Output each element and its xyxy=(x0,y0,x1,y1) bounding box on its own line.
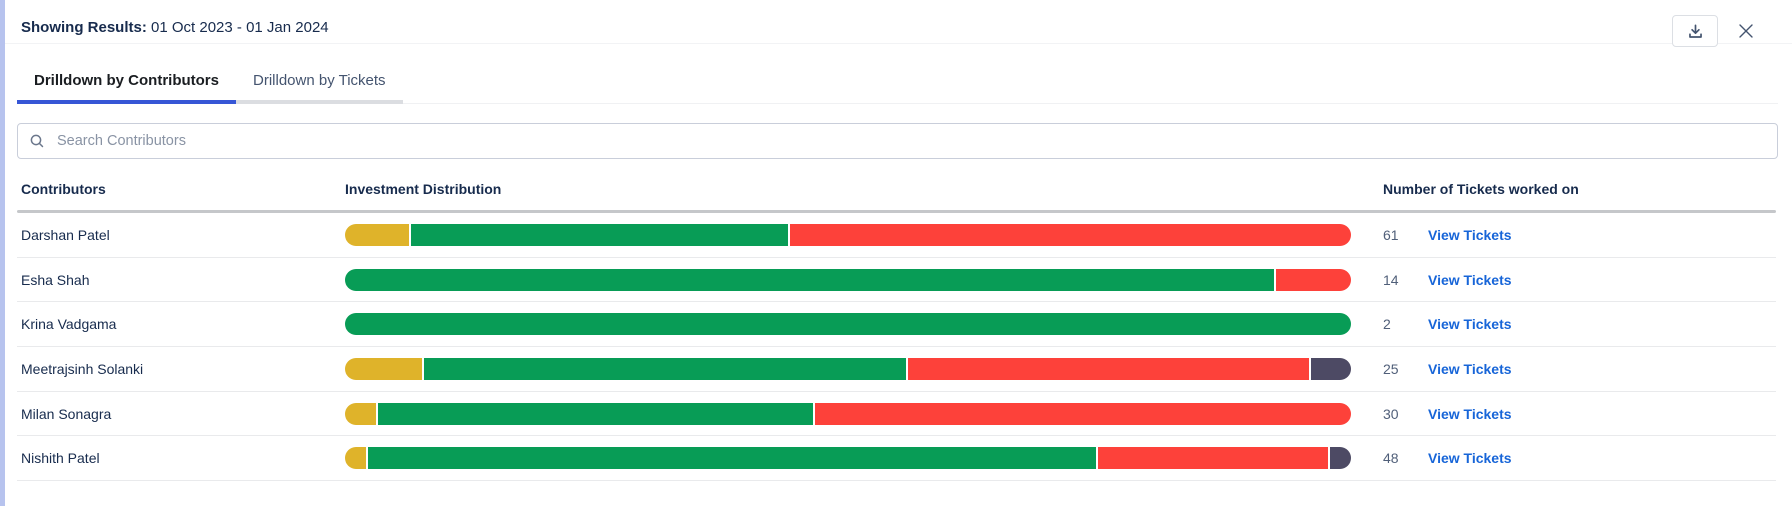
table-header-separator xyxy=(17,210,1776,213)
contributor-name: Milan Sonagra xyxy=(21,405,112,422)
bar-segment-green xyxy=(378,402,813,425)
showing-results-value: 01 Oct 2023 - 01 Jan 2024 xyxy=(151,19,329,36)
header-divider xyxy=(5,43,1792,44)
download-button[interactable] xyxy=(1672,15,1718,47)
contributor-name: Krina Vadgama xyxy=(21,316,117,333)
tickets-count: 48 xyxy=(1383,450,1399,467)
investment-distribution-bar xyxy=(345,313,1351,336)
bar-segment-dark xyxy=(1311,357,1351,380)
investment-distribution-bar xyxy=(345,447,1351,470)
table-row: Darshan Patel 61 View Tickets xyxy=(17,213,1776,258)
close-icon xyxy=(1736,21,1756,41)
bar-segment-green xyxy=(345,268,1274,291)
view-tickets-link[interactable]: View Tickets xyxy=(1428,226,1512,243)
column-header-tickets: Number of Tickets worked on xyxy=(1383,181,1579,197)
showing-results-label: Showing Results: xyxy=(21,19,147,36)
contributors-table-body: Darshan Patel 61 View Tickets Esha Shah 14 Vi… xyxy=(17,213,1776,482)
investment-distribution-bar xyxy=(345,357,1351,380)
table-row: Meetrajsinh Solanki 25 View Tickets xyxy=(17,347,1776,392)
tickets-count: 30 xyxy=(1383,405,1399,422)
tickets-count: 2 xyxy=(1383,316,1391,333)
tickets-count: 61 xyxy=(1383,226,1399,243)
bar-segment-green xyxy=(411,223,788,246)
bar-segment-green xyxy=(368,447,1096,470)
bar-segment-red xyxy=(908,357,1309,380)
bar-segment-yellow xyxy=(345,402,377,425)
search-icon xyxy=(29,133,55,149)
header-actions xyxy=(1672,15,1757,47)
tab-drilldown-by-contributors[interactable]: Drilldown by Contributors xyxy=(17,59,236,104)
investment-distribution-cell xyxy=(345,223,1351,246)
investment-distribution-cell xyxy=(345,357,1351,380)
contributor-name: Esha Shah xyxy=(21,271,90,288)
view-tickets-link[interactable]: View Tickets xyxy=(1428,450,1512,467)
view-tickets-link[interactable]: View Tickets xyxy=(1428,405,1512,422)
investment-distribution-bar xyxy=(345,268,1351,291)
bar-segment-yellow xyxy=(345,357,422,380)
view-tickets-link[interactable]: View Tickets xyxy=(1428,360,1512,377)
table-header: Contributors Investment Distribution Num… xyxy=(17,181,1776,197)
investment-distribution-cell xyxy=(345,313,1351,336)
table-row: Milan Sonagra 30 View Tickets xyxy=(17,392,1776,437)
investment-distribution-cell xyxy=(345,268,1351,291)
bar-segment-yellow xyxy=(345,223,410,246)
table-row: Nishith Patel 48 View Tickets xyxy=(17,436,1776,482)
investment-distribution-bar xyxy=(345,402,1351,425)
drilldown-tabs: Drilldown by Contributors Drilldown by T… xyxy=(17,59,1778,104)
bar-segment-red xyxy=(814,402,1351,425)
column-header-investment-distribution: Investment Distribution xyxy=(345,181,502,197)
contributor-name: Meetrajsinh Solanki xyxy=(21,360,144,377)
tab-drilldown-by-tickets[interactable]: Drilldown by Tickets xyxy=(236,59,403,104)
contributor-name: Nishith Patel xyxy=(21,450,100,467)
bar-segment-yellow xyxy=(345,447,366,470)
view-tickets-link[interactable]: View Tickets xyxy=(1428,271,1512,288)
table-row: Krina Vadgama 2 View Tickets xyxy=(17,302,1776,348)
bar-segment-red xyxy=(789,223,1351,246)
table-row: Esha Shah 14 View Tickets xyxy=(17,258,1776,303)
tickets-count: 14 xyxy=(1383,271,1399,288)
investment-distribution-bar xyxy=(345,223,1351,246)
search-input[interactable] xyxy=(55,132,1765,150)
close-button[interactable] xyxy=(1735,20,1757,42)
bar-segment-red xyxy=(1275,268,1351,291)
bar-segment-green xyxy=(424,357,906,380)
tickets-count: 25 xyxy=(1383,360,1399,377)
search-bar xyxy=(17,123,1778,159)
bar-segment-green xyxy=(345,313,1351,336)
showing-results: Showing Results: 01 Oct 2023 - 01 Jan 20… xyxy=(5,0,1792,36)
download-icon xyxy=(1687,23,1704,40)
column-header-contributors: Contributors xyxy=(21,181,106,197)
investment-distribution-cell xyxy=(345,447,1351,470)
bar-segment-dark xyxy=(1330,447,1351,470)
contributor-name: Darshan Patel xyxy=(21,226,110,243)
investment-distribution-cell xyxy=(345,402,1351,425)
bar-segment-red xyxy=(1098,447,1328,470)
view-tickets-link[interactable]: View Tickets xyxy=(1428,316,1512,333)
